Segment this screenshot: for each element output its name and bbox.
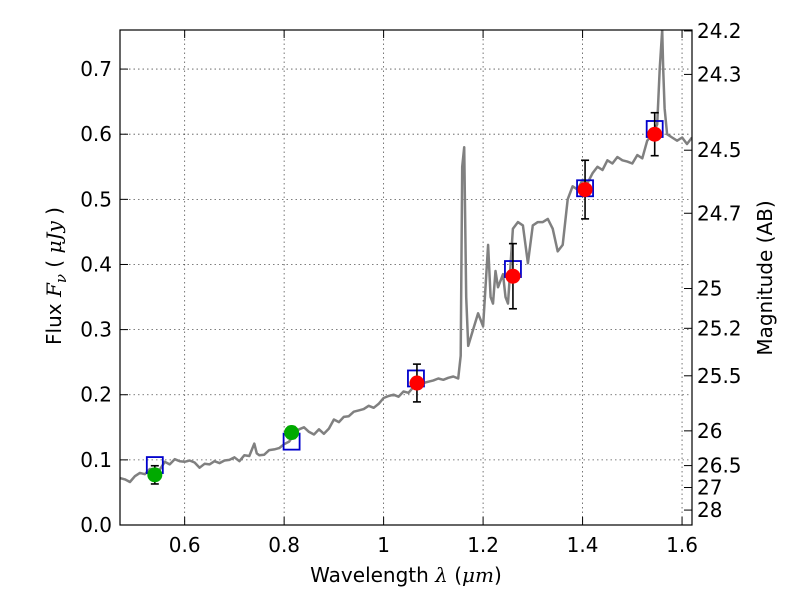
y-axis-label: Flux Fν ( μJy ) (42, 207, 70, 345)
y2-tick-label: 28 (697, 498, 722, 522)
y-tick-label: 0.2 (80, 383, 112, 407)
y2-tick-label: 24.2 (697, 19, 742, 43)
plot-frame (119, 29, 693, 526)
x-axis-label: Wavelength λ (μm) (310, 563, 502, 587)
photometry-layer (145, 111, 664, 485)
y-tick-label: 0.4 (80, 252, 112, 276)
y2-tick-label: 24.3 (697, 62, 742, 86)
x-tick-label: 0.6 (169, 533, 201, 557)
x-tick-label: 1.4 (567, 533, 599, 557)
x-tick-label: 0.8 (268, 533, 300, 557)
x-tick-label: 1.6 (666, 533, 698, 557)
x-tick-label: 1.2 (467, 533, 499, 557)
y-tick-label: 0.6 (80, 122, 112, 146)
y2-tick-label: 25.2 (697, 316, 742, 340)
observed-point (409, 375, 425, 391)
x-tick-label: 1 (377, 533, 390, 557)
y2-tick-label: 24.7 (697, 201, 742, 225)
observed-point (147, 467, 163, 483)
y2-tick-label: 25.5 (697, 364, 742, 388)
model-sed-layer (120, 30, 692, 484)
y-tick-label: 0.0 (80, 513, 112, 537)
y-tick-label: 0.1 (80, 448, 112, 472)
y2-tick-label: 27 (697, 476, 722, 500)
observed-point (647, 126, 663, 142)
y-tick-label: 0.3 (80, 318, 112, 342)
observed-point (505, 268, 521, 284)
y2-tick-label: 26.5 (697, 454, 742, 478)
y2-tick-label: 26 (697, 419, 722, 443)
tick-labels: 0.6 0.8 1 1.2 1.4 1.6 0.0 0.1 0.2 0.3 0.4 0.5 0.6 0.7… (80, 19, 741, 557)
model-sed-line (120, 30, 692, 484)
observed-point (577, 182, 593, 198)
y2-tick-label: 25 (697, 277, 722, 301)
observed-point (284, 425, 300, 441)
y-tick-label: 0.7 (80, 57, 112, 81)
grid-lines (120, 30, 692, 526)
y-tick-label: 0.5 (80, 187, 112, 211)
magnitude-axis-label: Magnitude (AB) (753, 200, 777, 355)
axis-ticks (120, 30, 692, 526)
y2-tick-label: 24.5 (697, 138, 742, 162)
